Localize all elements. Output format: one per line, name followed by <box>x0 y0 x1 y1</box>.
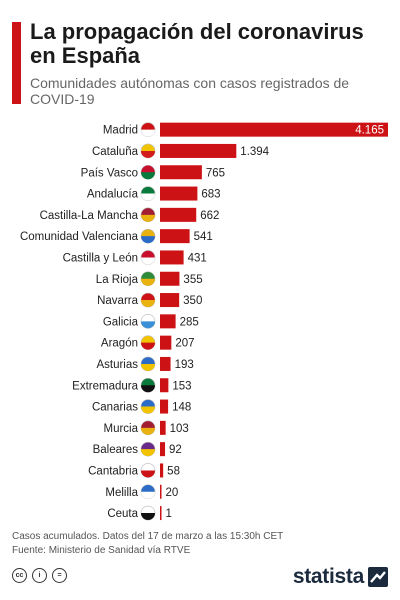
category-label: Ceuta <box>107 508 138 520</box>
value-label: 20 <box>166 487 179 499</box>
canarias-flag-icon <box>140 399 156 414</box>
bar <box>160 250 184 265</box>
category-label: Castilla y León <box>63 252 138 264</box>
by-icon: i <box>32 568 47 583</box>
value-label: 193 <box>175 359 194 371</box>
bar <box>160 463 164 478</box>
value-label: 4.165 <box>355 125 384 137</box>
value-label: 1 <box>166 508 172 520</box>
value-label: 350 <box>183 295 202 307</box>
bar <box>160 293 180 308</box>
title-accent-bar <box>12 22 21 104</box>
melilla-flag-icon <box>140 484 156 500</box>
category-label: Canarias <box>92 402 138 414</box>
footnote-note: Casos acumulados. Datos del 17 de marzo … <box>12 531 284 542</box>
aragon-flag-icon <box>140 335 156 350</box>
bar <box>160 378 169 393</box>
value-label: 148 <box>172 402 191 414</box>
category-label: Navarra <box>97 295 139 307</box>
category-label: Murcia <box>103 423 138 435</box>
value-label: 207 <box>175 338 194 350</box>
castilla-la-mancha-flag-icon <box>140 207 156 223</box>
bar <box>160 122 388 137</box>
bar <box>160 165 202 180</box>
ceuta-flag-icon <box>140 505 156 521</box>
category-label: País Vasco <box>81 167 138 179</box>
value-label: 58 <box>167 465 180 477</box>
category-label: Baleares <box>93 444 139 456</box>
value-label: 153 <box>172 380 191 392</box>
category-label: Comunidad Valenciana <box>20 231 139 243</box>
value-label: 541 <box>194 231 213 243</box>
category-label: Madrid <box>103 125 138 137</box>
comunidad-valenciana-flag-icon <box>140 228 156 244</box>
bar <box>160 420 166 435</box>
value-label: 285 <box>180 316 199 328</box>
bar <box>160 314 176 329</box>
category-label: La Rioja <box>96 274 139 286</box>
category-label: Cantabria <box>88 465 138 477</box>
bar <box>160 335 172 350</box>
bar <box>160 399 169 414</box>
extremadura-flag-icon <box>140 377 156 393</box>
asturias-flag-icon <box>140 356 156 372</box>
chart-title: La propagación del coronavirus en España <box>30 19 364 68</box>
category-label: Extremadura <box>72 380 138 392</box>
category-label: Melilla <box>105 487 138 499</box>
cataluna-flag-icon <box>140 143 156 159</box>
category-label: Galicia <box>103 316 139 328</box>
value-label: 1.394 <box>240 146 269 158</box>
pais-vasco-flag-icon <box>140 164 156 180</box>
bar <box>160 207 197 222</box>
statista-logo: statista <box>293 565 388 589</box>
cantabria-flag-icon <box>140 463 156 478</box>
cc-icon: cc <box>12 568 27 583</box>
value-label: 683 <box>201 189 220 201</box>
murcia-flag-icon <box>140 420 156 436</box>
bar <box>160 186 198 201</box>
footnote-source: Fuente: Ministerio de Sanidad vía RTVE <box>12 545 191 556</box>
bar <box>160 506 162 521</box>
chart-subtitle: Comunidades autónomas con casos registra… <box>30 75 350 107</box>
category-label: Castilla-La Mancha <box>40 210 139 222</box>
galicia-flag-icon <box>140 314 156 329</box>
bar <box>160 271 180 286</box>
bar <box>160 143 237 158</box>
castilla-y-leon-flag-icon <box>140 250 156 265</box>
bar <box>160 356 171 371</box>
value-label: 765 <box>206 167 225 179</box>
bar <box>160 229 190 244</box>
la-rioja-flag-icon <box>140 271 156 287</box>
category-label: Andalucía <box>87 189 139 201</box>
value-label: 92 <box>169 444 182 456</box>
nd-icon: = <box>52 568 67 583</box>
bar-chart: Madrid 4.165 Cataluña 1.394 País Vasco 765 And… <box>20 122 388 521</box>
value-label: 662 <box>200 210 219 222</box>
bar <box>160 484 162 499</box>
category-label: Asturias <box>96 359 138 371</box>
bar <box>160 442 166 457</box>
value-label: 103 <box>170 423 189 435</box>
category-label: Aragón <box>101 338 138 350</box>
value-label: 355 <box>183 274 202 286</box>
madrid-flag-icon <box>140 122 156 137</box>
value-label: 431 <box>188 252 207 264</box>
brand-name: statista <box>292 565 364 588</box>
statista-logo-icon <box>368 567 388 587</box>
license-icons: cc i = <box>12 568 67 583</box>
navarra-flag-icon <box>140 292 156 308</box>
baleares-flag-icon <box>140 441 156 457</box>
category-label: Cataluña <box>92 146 139 158</box>
andalucia-flag-icon <box>140 186 156 201</box>
